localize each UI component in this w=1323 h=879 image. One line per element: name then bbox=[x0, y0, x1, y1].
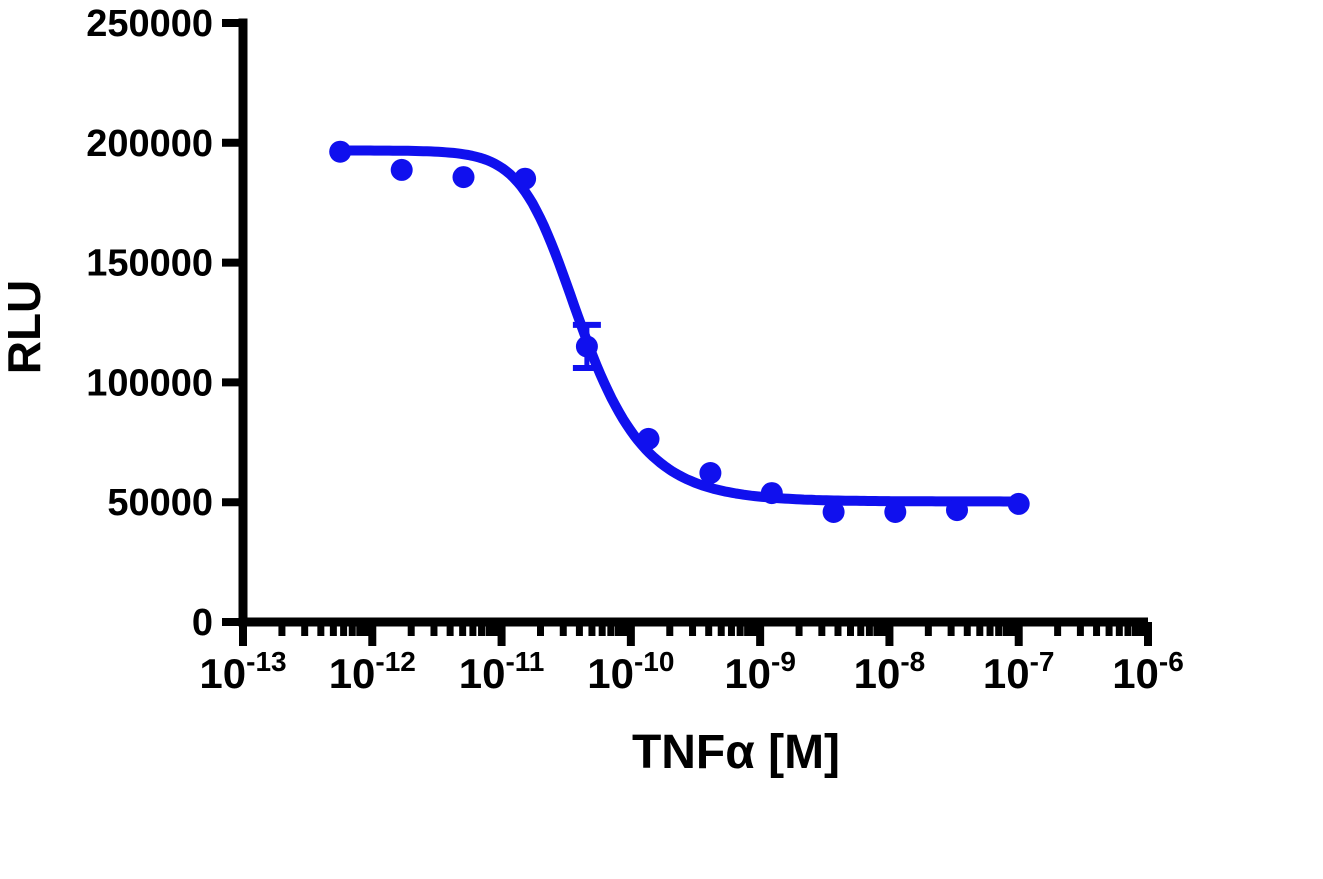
x-tick-label: 10-8 bbox=[854, 646, 926, 697]
data-point bbox=[760, 482, 783, 505]
data-point bbox=[699, 462, 722, 484]
plot-area: 0 50000 100000 150000 200000 250000 10-13 10-12… bbox=[86, 3, 1184, 697]
x-tick-label: 10-10 bbox=[587, 646, 674, 697]
data-point bbox=[575, 335, 598, 358]
data-point bbox=[390, 158, 413, 181]
y-tick-label: 150000 bbox=[86, 243, 213, 285]
x-tick-label: 10-13 bbox=[199, 646, 286, 697]
x-tick-label: 10-9 bbox=[724, 646, 796, 697]
fit-curve bbox=[335, 145, 1024, 507]
x-tick-label: 10-6 bbox=[1112, 646, 1184, 697]
x-axis-title: TNFα [M] bbox=[632, 726, 840, 779]
data-point bbox=[1007, 492, 1030, 515]
data-point bbox=[884, 501, 907, 523]
data-point bbox=[946, 499, 968, 522]
y-axis-title: RLU bbox=[0, 280, 50, 375]
x-tick-label: 10-7 bbox=[983, 646, 1055, 697]
y-tick-label: 100000 bbox=[86, 362, 213, 404]
data-point bbox=[514, 167, 537, 190]
data-point bbox=[822, 501, 845, 523]
x-tick-label: 10-11 bbox=[459, 646, 545, 697]
x-tick-label: 10-12 bbox=[329, 646, 416, 697]
y-tick-label: 0 bbox=[192, 602, 213, 644]
y-tick-label: 250000 bbox=[86, 3, 213, 45]
data-point bbox=[329, 140, 352, 163]
y-tick-label: 200000 bbox=[86, 123, 213, 165]
data-point bbox=[637, 427, 660, 450]
data-point bbox=[452, 166, 475, 189]
y-tick-label: 50000 bbox=[107, 482, 213, 524]
